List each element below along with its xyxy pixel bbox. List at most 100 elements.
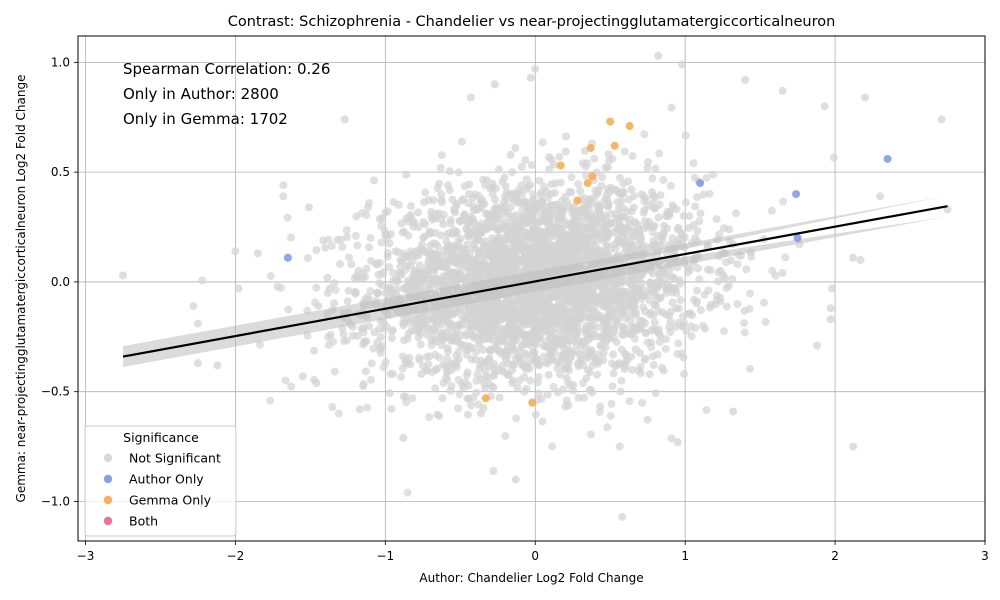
y-axis-label: Gemma: near-projectingglutamatergiccorti… xyxy=(14,75,28,503)
not-significant-point xyxy=(635,348,644,357)
not-significant-point xyxy=(400,318,409,327)
not-significant-point xyxy=(643,415,652,424)
not-significant-point xyxy=(627,352,636,361)
not-significant-point xyxy=(587,248,596,257)
not-significant-point xyxy=(555,289,564,298)
not-significant-point xyxy=(118,271,127,280)
not-significant-point xyxy=(482,330,491,339)
not-significant-point xyxy=(526,73,535,82)
not-significant-point xyxy=(441,257,450,266)
not-significant-point xyxy=(607,399,616,408)
not-significant-point xyxy=(641,329,650,338)
not-significant-point xyxy=(527,160,536,169)
not-significant-point xyxy=(612,284,621,293)
not-significant-point xyxy=(491,195,500,204)
not-significant-point xyxy=(740,319,749,328)
not-significant-point xyxy=(531,410,540,419)
not-significant-point xyxy=(569,223,578,232)
not-significant-point xyxy=(604,202,613,211)
legend-marker-author-only xyxy=(103,474,113,484)
not-significant-point xyxy=(503,223,512,232)
not-significant-point xyxy=(661,344,670,353)
not-significant-point xyxy=(559,206,568,215)
not-significant-point xyxy=(641,354,650,363)
not-significant-point xyxy=(411,266,420,275)
y-tick-label: 0.0 xyxy=(51,275,70,289)
not-significant-point xyxy=(586,385,595,394)
not-significant-point xyxy=(385,263,394,272)
not-significant-point xyxy=(383,252,392,261)
not-significant-point xyxy=(404,217,413,226)
not-significant-point xyxy=(579,379,588,388)
not-significant-point xyxy=(366,234,375,243)
not-significant-point xyxy=(619,187,628,196)
not-significant-point xyxy=(548,442,557,451)
not-significant-point xyxy=(591,355,600,364)
not-significant-point xyxy=(676,296,685,305)
gemma-only-point xyxy=(606,117,615,126)
not-significant-point xyxy=(443,230,452,239)
not-significant-point xyxy=(336,235,345,244)
not-significant-point xyxy=(677,228,686,237)
not-significant-point xyxy=(475,323,484,332)
not-significant-point xyxy=(576,355,585,364)
gemma-only-point xyxy=(586,143,595,152)
not-significant-point xyxy=(621,314,630,323)
not-significant-point xyxy=(591,186,600,195)
not-significant-point xyxy=(719,271,728,280)
not-significant-point xyxy=(604,150,613,159)
not-significant-point xyxy=(500,310,509,319)
not-significant-point xyxy=(564,313,573,322)
not-significant-point xyxy=(414,353,423,362)
author-only-point xyxy=(696,179,705,188)
not-significant-point xyxy=(654,232,663,241)
not-significant-point xyxy=(464,394,473,403)
not-significant-point xyxy=(372,259,381,268)
not-significant-point xyxy=(581,287,590,296)
not-significant-point xyxy=(555,152,564,161)
not-significant-point xyxy=(490,371,499,380)
not-significant-point xyxy=(409,222,418,231)
not-significant-point xyxy=(609,369,618,378)
not-significant-point xyxy=(568,208,577,217)
not-significant-point xyxy=(521,156,530,165)
not-significant-point xyxy=(424,249,433,258)
not-significant-point xyxy=(675,276,684,285)
not-significant-point xyxy=(666,328,675,337)
not-significant-point xyxy=(628,365,637,374)
not-significant-point xyxy=(760,298,769,307)
not-significant-point xyxy=(446,219,455,228)
not-significant-point xyxy=(570,308,579,317)
not-significant-point xyxy=(460,182,469,191)
not-significant-point xyxy=(491,315,500,324)
not-significant-point xyxy=(389,198,398,207)
not-significant-point xyxy=(287,382,296,391)
author-only-point xyxy=(283,253,292,262)
not-significant-point xyxy=(429,274,438,283)
not-significant-point xyxy=(442,277,451,286)
x-tick-label: −1 xyxy=(376,549,394,563)
not-significant-point xyxy=(745,305,754,314)
not-significant-point xyxy=(533,220,542,229)
not-significant-point xyxy=(448,195,457,204)
not-significant-point xyxy=(542,238,551,247)
not-significant-point xyxy=(585,314,594,323)
not-significant-point xyxy=(600,228,609,237)
not-significant-point xyxy=(536,201,545,210)
not-significant-point xyxy=(335,260,344,269)
not-significant-point xyxy=(592,231,601,240)
not-significant-point xyxy=(466,93,475,102)
not-significant-point xyxy=(509,258,518,267)
not-significant-point xyxy=(585,221,594,230)
not-significant-point xyxy=(369,344,378,353)
not-significant-point xyxy=(648,222,657,231)
not-significant-point xyxy=(668,234,677,243)
not-significant-point xyxy=(541,293,550,302)
not-significant-point xyxy=(535,176,544,185)
not-significant-point xyxy=(325,284,334,293)
not-significant-point xyxy=(705,303,714,312)
not-significant-point xyxy=(583,354,592,363)
not-significant-point xyxy=(255,340,264,349)
not-significant-point xyxy=(733,300,742,309)
not-significant-point xyxy=(425,352,434,361)
